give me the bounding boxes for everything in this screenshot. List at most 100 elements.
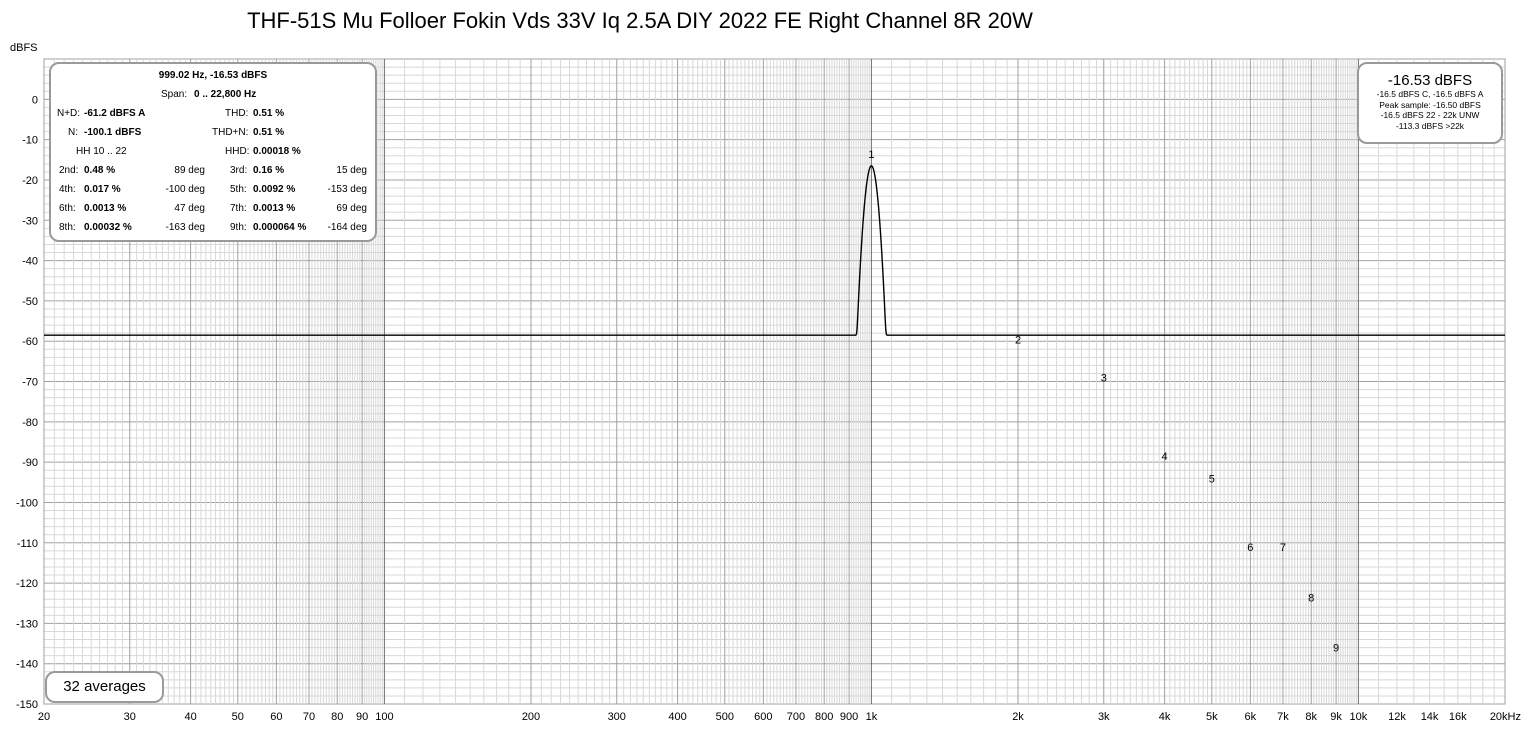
harmonic-phase: 15 deg: [336, 165, 367, 176]
hhd-value: 0.00018 %: [253, 146, 301, 157]
x-tick-label: 2k: [1012, 711, 1024, 723]
x-tick-labels: 20 30 40 50 60 70 80 90 100 200 300 400 500 600 700 800…: [38, 711, 1521, 723]
level-main: -16.53 dBFS: [1387, 72, 1473, 89]
x-tick-label: 800: [815, 711, 833, 723]
x-tick-label: 200: [522, 711, 540, 723]
x-tick-label: 50: [232, 711, 244, 723]
x-tick-label: 300: [608, 711, 626, 723]
harmonic-row: 2nd: 0.48 % 89 deg 3rd: 0.16 % 15 deg: [51, 165, 375, 184]
spectrum-trace: [44, 165, 1505, 336]
x-tick-label: 100: [375, 711, 393, 723]
harmonic-row: 8th: 0.00032 % -163 deg 9th: 0.000064 % -164 …: [51, 222, 375, 241]
y-tick-label: -140: [16, 659, 38, 671]
y-tick-label: -110: [17, 538, 38, 550]
n-value: -100.1 dBFS: [84, 127, 142, 138]
harmonic-value: 0.16 %: [253, 165, 285, 176]
harmonic-phase: 47 deg: [174, 203, 205, 214]
x-tick-label: 12k: [1388, 711, 1406, 723]
y-tick-label: -120: [16, 578, 38, 590]
y-tick-label: -60: [22, 336, 38, 348]
harmonic-labels: 1 2 3 4 5 6 7 8 9: [868, 149, 1339, 655]
x-tick-label: 16k: [1449, 711, 1467, 723]
y-axis-unit: dBFS: [10, 42, 38, 54]
y-tick-label: -50: [22, 296, 38, 308]
x-tick-label: 8k: [1305, 711, 1317, 723]
y-tick-label: 0: [32, 94, 38, 106]
harmonic-value: 0.48 %: [84, 165, 116, 176]
y-tick-label: -80: [22, 417, 38, 429]
x-tick-label: 60: [270, 711, 282, 723]
harmonic-value: 0.00032 %: [84, 222, 132, 233]
harmonic-phase: 89 deg: [174, 165, 205, 176]
fundamental-readout: 999.02 Hz, -16.53 dBFS: [158, 70, 268, 81]
harmonic-label: 6: [1247, 542, 1253, 554]
x-tick-label: 80: [331, 711, 343, 723]
x-tick-label: 4k: [1159, 711, 1171, 723]
n-label: N:: [68, 127, 78, 138]
harmonic-label: 8: [1308, 592, 1314, 604]
level-line: Peak sample: -16.50 dBFS: [1379, 99, 1481, 110]
nd-value: -61.2 dBFS A: [84, 108, 146, 119]
x-tick-label: 14k: [1421, 711, 1439, 723]
harmonic-label: 7th:: [230, 203, 247, 214]
x-tick-label: 600: [754, 711, 772, 723]
x-tick-label: 40: [184, 711, 196, 723]
y-tick-label: -40: [22, 256, 38, 268]
harmonic-phase: -153 deg: [327, 184, 367, 195]
hhd-label: HHD:: [225, 146, 250, 157]
x-tick-label: 20kHz: [1490, 711, 1521, 723]
x-tick-label: 700: [787, 711, 805, 723]
harmonic-label: 6th:: [59, 203, 76, 214]
measurement-panel: 999.02 Hz, -16.53 dBFS Span: 0 .. 22,800…: [49, 62, 377, 242]
harmonic-label: 2nd:: [59, 165, 79, 176]
x-tick-label: 9k: [1330, 711, 1342, 723]
harmonic-label: 5: [1209, 473, 1215, 485]
x-tick-label: 30: [124, 711, 136, 723]
meas-row-n: N: -100.1 dBFS THD+N: 0.51 %: [51, 127, 375, 146]
x-tick-label: 90: [356, 711, 368, 723]
y-tick-label: -130: [16, 618, 38, 630]
thdn-value: 0.51 %: [253, 127, 285, 138]
harmonic-value: 0.0013 %: [84, 203, 127, 214]
harmonic-label: 9: [1333, 643, 1339, 655]
harmonic-label: 4th:: [59, 184, 76, 195]
harmonic-value: 0.0013 %: [253, 203, 296, 214]
x-tick-label: 10k: [1350, 711, 1368, 723]
y-tick-label: -90: [22, 457, 38, 469]
harmonic-phase: -163 deg: [165, 222, 205, 233]
y-tick-label: -100: [16, 497, 38, 509]
x-tick-label: 3k: [1098, 711, 1110, 723]
nd-label: N+D:: [57, 108, 81, 119]
y-tick-label: -150: [16, 699, 38, 711]
span-value: 0 .. 22,800 Hz: [194, 89, 257, 100]
level-line: -113.3 dBFS >22k: [1395, 120, 1465, 131]
x-tick-label: 20: [38, 711, 50, 723]
y-tick-label: -20: [22, 175, 38, 187]
meas-row-header: 999.02 Hz, -16.53 dBFS: [51, 70, 375, 89]
harmonic-row: 4th: 0.017 % -100 deg 5th: 0.0092 % -153 deg: [51, 184, 375, 203]
harmonic-phase: -164 deg: [327, 222, 367, 233]
harmonic-label: 5th:: [230, 184, 247, 195]
x-tick-label: 70: [303, 711, 315, 723]
harmonic-value: 0.017 %: [84, 184, 121, 195]
chart-title: THF-51S Mu Folloer Fokin Vds 33V Iq 2.5A…: [247, 8, 1033, 33]
harmonic-label: 8th:: [59, 222, 76, 233]
meas-row-nd: N+D: -61.2 dBFS A THD: 0.51 %: [51, 108, 375, 127]
harmonic-value: 0.0092 %: [253, 184, 296, 195]
harmonic-phase: 69 deg: [336, 203, 367, 214]
y-tick-label: -70: [22, 377, 38, 389]
x-tick-label: 1k: [866, 711, 878, 723]
thdn-label: THD+N:: [212, 127, 249, 138]
thd-label: THD:: [225, 108, 249, 119]
averages-box[interactable]: 32 averages: [45, 671, 164, 703]
level-line: -16.5 dBFS 22 - 22k UNW: [1380, 110, 1480, 120]
x-tick-label: 400: [668, 711, 686, 723]
x-tick-label: 6k: [1245, 711, 1257, 723]
x-tick-label: 500: [716, 711, 734, 723]
y-tick-label: -30: [22, 215, 38, 227]
thd-value: 0.51 %: [253, 108, 285, 119]
meas-row-span: Span: 0 .. 22,800 Hz: [51, 89, 375, 108]
span-label: Span:: [161, 89, 188, 100]
harmonic-label: 3: [1101, 373, 1107, 385]
y-tick-label: -10: [22, 135, 38, 147]
